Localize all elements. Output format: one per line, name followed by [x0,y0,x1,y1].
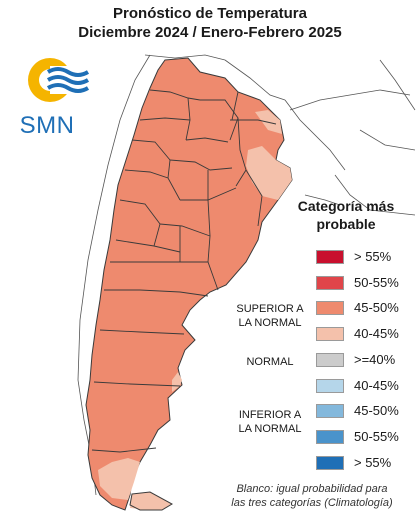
legend-item: >=40% [316,350,420,370]
footnote-line-1: Blanco: igual probabilidad para [236,483,388,495]
legend-label: > 55% [354,249,392,264]
legend-swatch [316,456,344,470]
legend-swatch [316,430,344,444]
footnote: Blanco: igual probabilidad para las tres… [212,482,412,510]
legend-title-line-1: Categoría más [297,198,395,214]
map-title: Pronóstico de Temperatura Diciembre 2024… [0,4,420,42]
neighbor-borders [77,54,416,496]
legend-label: 40-45% [354,378,399,393]
legend-label: >=40% [354,352,396,367]
legend-swatch [316,301,344,315]
legend-label: 50-55% [354,429,399,444]
legend-swatch [316,404,344,418]
legend-title-line-2: probable [316,216,376,232]
legend-swatch [316,379,344,393]
footnote-line-2: las tres categorías (Climatología) [231,497,393,509]
tierra-del-fuego [129,491,174,511]
legend-label: 45-50% [354,300,399,315]
legend-item: 50-55% [316,427,420,447]
legend-swatch [316,276,344,290]
legend-label: > 55% [354,455,392,470]
legend-swatch [316,353,344,367]
group-label-inferior: INFERIOR A LA NORMAL [238,409,302,435]
legend-item: > 55% [316,453,420,473]
legend-item: 40-45% [316,324,420,344]
legend-label: 50-55% [354,275,399,290]
title-line-1: Pronóstico de Temperatura [113,5,307,22]
legend-item: 40-45% [316,376,420,396]
legend-item: 45-50% [316,298,420,318]
smn-logo-icon [28,58,92,102]
province-borders [91,89,277,453]
legend-item: 50-55% [316,273,420,293]
title-line-2: Diciembre 2024 / Enero-Febrero 2025 [78,24,342,41]
legend-label: 40-45% [354,326,399,341]
legend-swatch [316,250,344,264]
legend-item: > 55% [316,247,420,267]
legend-swatch [316,327,344,341]
group-label-normal: NORMAL [246,356,294,368]
legend-item: 45-50% [316,401,420,421]
group-label-superior: SUPERIOR A LA NORMAL [236,303,304,329]
legend-title: Categoría más probable [286,197,406,233]
smn-logo-text: SMN [19,112,75,139]
legend-label: 45-50% [354,403,399,418]
